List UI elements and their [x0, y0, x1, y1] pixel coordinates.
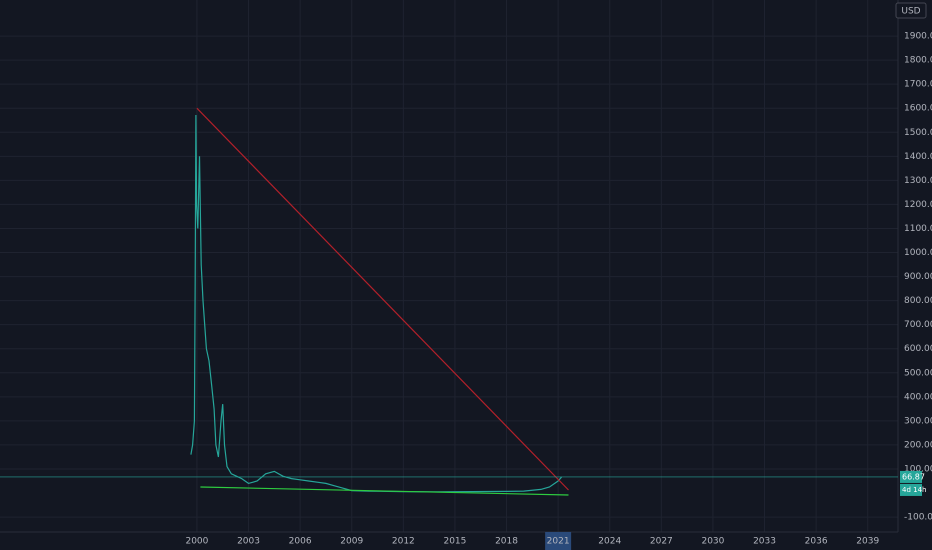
y-tick-label: 1100.00: [904, 224, 932, 234]
currency[interactable]: USD: [901, 7, 920, 17]
y-tick-label: 1400.00: [904, 152, 932, 162]
y-tick-label: 1200.00: [904, 200, 932, 210]
y-tick-label: 200.00: [904, 440, 932, 450]
x-tick-label: 2015: [443, 537, 466, 547]
last-price-label: 66.87: [902, 472, 925, 481]
x-tick-label: 2000: [185, 537, 208, 547]
trend-line: [196, 107, 569, 491]
y-tick-label: -100.00: [904, 513, 932, 523]
trend-line: [200, 486, 569, 496]
x-tick-label: 2003: [237, 537, 260, 547]
y-tick-label: 1700.00: [904, 80, 932, 90]
y-tick-label: 1600.00: [904, 104, 932, 114]
x-tick-label: 2024: [598, 537, 621, 547]
x-tick-label: 2009: [340, 537, 363, 547]
y-tick-label: 300.00: [904, 416, 932, 426]
y-tick-label: 400.00: [904, 392, 932, 402]
currency-box[interactable]: [895, 2, 927, 19]
x-tick-label: 2027: [650, 537, 673, 547]
countdown: 4d 14h: [902, 486, 926, 494]
x-tick-label: 2033: [753, 537, 776, 547]
x-tick-label: 2021: [547, 537, 570, 547]
x-tick-label: 2006: [289, 537, 312, 547]
y-tick-label: 700.00: [904, 320, 932, 330]
y-tick-label: 1500.00: [904, 128, 932, 138]
y-tick-label: 500.00: [904, 368, 932, 378]
y-tick-label: 1300.00: [904, 176, 932, 186]
y-tick-label: 900.00: [904, 272, 932, 282]
y-tick-label: 100.00: [904, 464, 932, 474]
x-tick-label: 2012: [392, 537, 415, 547]
y-tick-label: 600.00: [904, 344, 932, 354]
x-highlight: [545, 532, 572, 550]
countdown-box: [900, 483, 922, 496]
y-tick-label: 1000.00: [904, 248, 932, 258]
x-tick-label: 2030: [701, 537, 724, 547]
y-tick-label: 1800.00: [904, 56, 932, 66]
y-tick-label: 1900.00: [904, 32, 932, 42]
y-tick-label: 800.00: [904, 296, 932, 306]
x-tick-label: 2039: [856, 537, 879, 547]
last-price-box: [900, 470, 922, 483]
x-tick-label: 2018: [495, 537, 518, 547]
x-tick-label: 2036: [805, 537, 828, 547]
